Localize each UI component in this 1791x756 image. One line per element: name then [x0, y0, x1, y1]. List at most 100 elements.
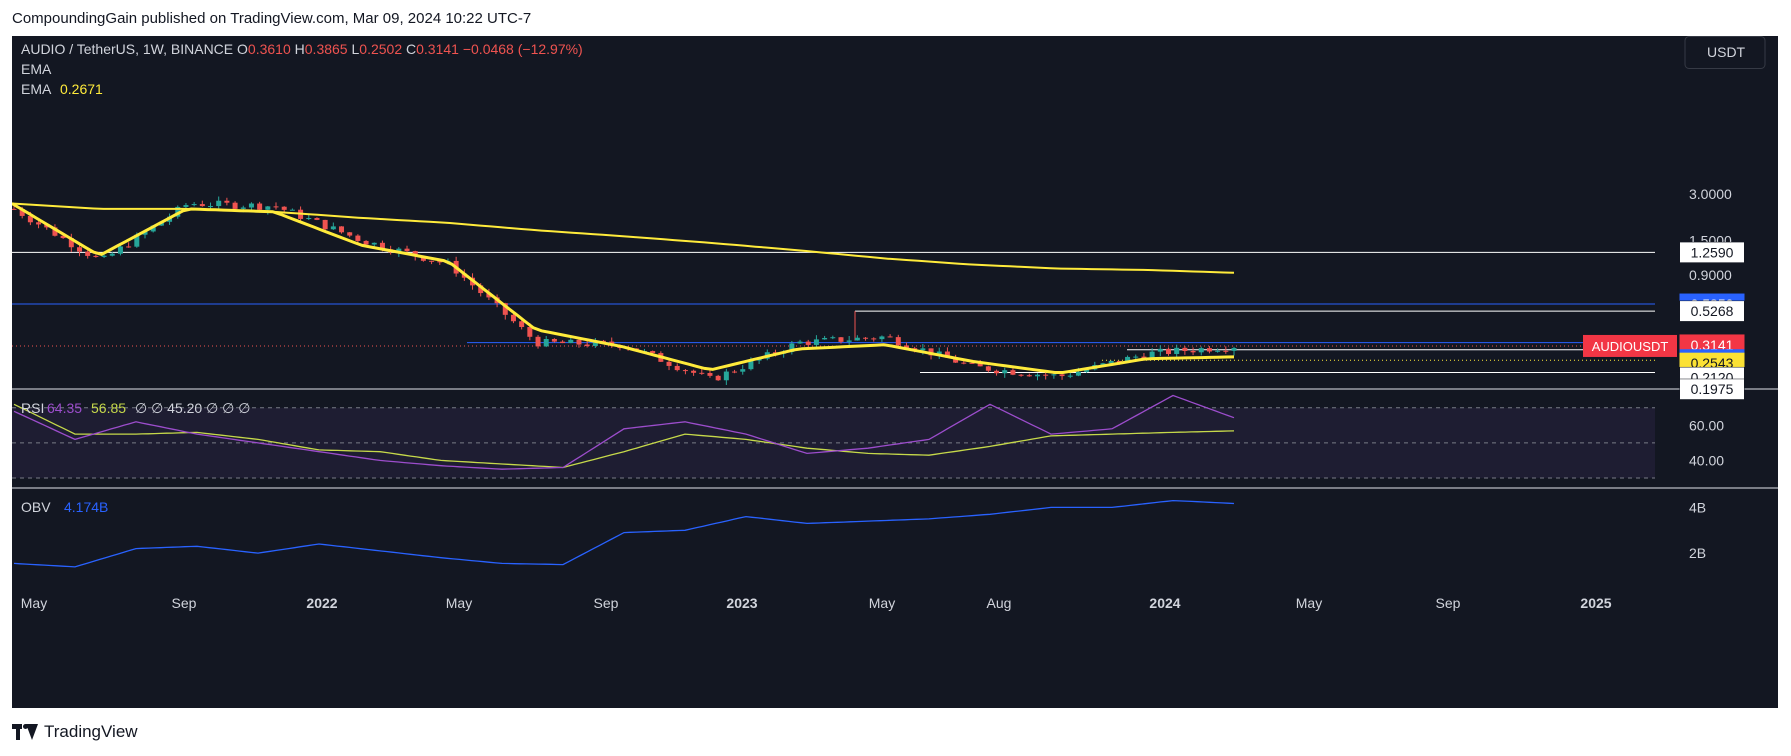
candle-body [1133, 356, 1139, 358]
time-axis-label: 2024 [1149, 595, 1180, 611]
candle-body [1141, 356, 1147, 359]
candle-body [895, 337, 901, 346]
candle-body [265, 206, 271, 210]
candle-body [273, 206, 279, 208]
candle-body [1182, 347, 1188, 352]
candle-body [1223, 350, 1229, 352]
candle-body [592, 340, 598, 347]
candle-body [920, 348, 926, 351]
candle-body [257, 203, 263, 210]
candle-body [429, 260, 435, 262]
chart-svg[interactable]: AUDIO / TetherUS, 1W, BINANCE O0.3610 H0… [12, 36, 1778, 708]
candle-body [936, 351, 942, 356]
candle-body [289, 209, 295, 211]
price-tick-label: 0.9000 [1689, 267, 1732, 283]
candle-body [52, 227, 58, 236]
candle-body [347, 232, 353, 236]
open-label: O [237, 41, 248, 57]
time-axis-label: May [21, 595, 47, 611]
candle-body [142, 231, 148, 235]
rsi-ma-line [13, 403, 1235, 469]
obv-tick-label: 2B [1689, 545, 1706, 561]
candle-body [969, 362, 975, 364]
candle-body [732, 371, 738, 373]
candle-body [101, 255, 107, 257]
candle-body [723, 371, 729, 381]
candles-group [12, 196, 1237, 385]
candle-body [77, 247, 83, 252]
candle-body [1043, 374, 1049, 376]
obv-label: OBV [21, 499, 51, 515]
close-value: 0.3141 [416, 41, 459, 57]
candle-body [224, 200, 230, 203]
time-axis-label: Aug [987, 595, 1012, 611]
candle-body [601, 340, 607, 342]
candle-body [208, 206, 214, 208]
rsi-line [13, 394, 1235, 470]
candle-body [527, 327, 533, 337]
high-label: H [295, 41, 305, 57]
candle-body [560, 341, 566, 344]
candle-body [543, 338, 549, 347]
change-value: −0.0468 (−12.97%) [463, 41, 583, 57]
candle-body [183, 205, 189, 207]
candle-body [1174, 347, 1180, 355]
candle-body [404, 248, 410, 252]
candle-body [248, 203, 254, 208]
candle-body [568, 339, 574, 344]
candle-body [789, 343, 795, 352]
candle-body [797, 341, 803, 344]
price-tick-label: 3.0000 [1689, 186, 1732, 202]
obv-tick-label: 4B [1689, 499, 1706, 515]
time-axis-label: May [1296, 595, 1322, 611]
time-axis-label: May [869, 595, 895, 611]
ema-long-line [12, 202, 1235, 274]
candle-body [510, 314, 516, 322]
price-tag-bg-white [1680, 242, 1744, 263]
open-value: 0.3610 [248, 41, 291, 57]
candle-body [691, 370, 697, 373]
candle-body [1034, 374, 1040, 377]
tradingview-brand: TradingView [44, 722, 138, 741]
price-tag-bg-white [1680, 379, 1744, 400]
candle-body [1067, 375, 1073, 377]
candle-body [60, 235, 66, 239]
candle-body [519, 321, 525, 328]
candle-body [1231, 348, 1237, 351]
time-axis-label: Sep [172, 595, 197, 611]
candle-body [1018, 374, 1024, 376]
candle-body [740, 369, 746, 372]
candle-body [854, 337, 860, 341]
chart-frame[interactable]: AUDIO / TetherUS, 1W, BINANCE O0.3610 H0… [12, 36, 1778, 708]
publisher-line: CompoundingGain published on TradingView… [12, 10, 532, 27]
candle-body [306, 218, 312, 220]
candle-body [682, 370, 688, 372]
candle-body [1125, 356, 1131, 363]
candle-body [486, 293, 492, 298]
currency-button-label: USDT [1707, 44, 1746, 60]
tradingview-logo-icon [12, 724, 38, 740]
candle-body [805, 341, 811, 345]
candle-body [109, 253, 115, 256]
ema1-legend: EMA [21, 61, 52, 77]
candle-body [1010, 370, 1016, 375]
candle-body [650, 351, 656, 354]
candle-body [502, 303, 508, 315]
candle-body [437, 261, 443, 263]
symbol-tag-label: AUDIOUSDT [1592, 339, 1669, 354]
candle-body [363, 240, 369, 245]
candle-body [953, 357, 959, 363]
candle-body [977, 363, 983, 367]
candle-body [994, 370, 1000, 374]
candle-body [1084, 369, 1090, 372]
ohlc-legend: AUDIO / TetherUS, 1W, BINANCE O0.3610 H0… [21, 41, 583, 57]
candle-body [584, 344, 590, 347]
candle-body [371, 242, 377, 245]
tradingview-logo[interactable]: TradingView [12, 722, 138, 742]
candle-body [19, 208, 25, 216]
candle-body [1215, 350, 1221, 352]
candle-body [838, 337, 844, 342]
candle-body [985, 366, 991, 371]
candle-body [944, 351, 950, 358]
time-axis-label: 2022 [306, 595, 337, 611]
